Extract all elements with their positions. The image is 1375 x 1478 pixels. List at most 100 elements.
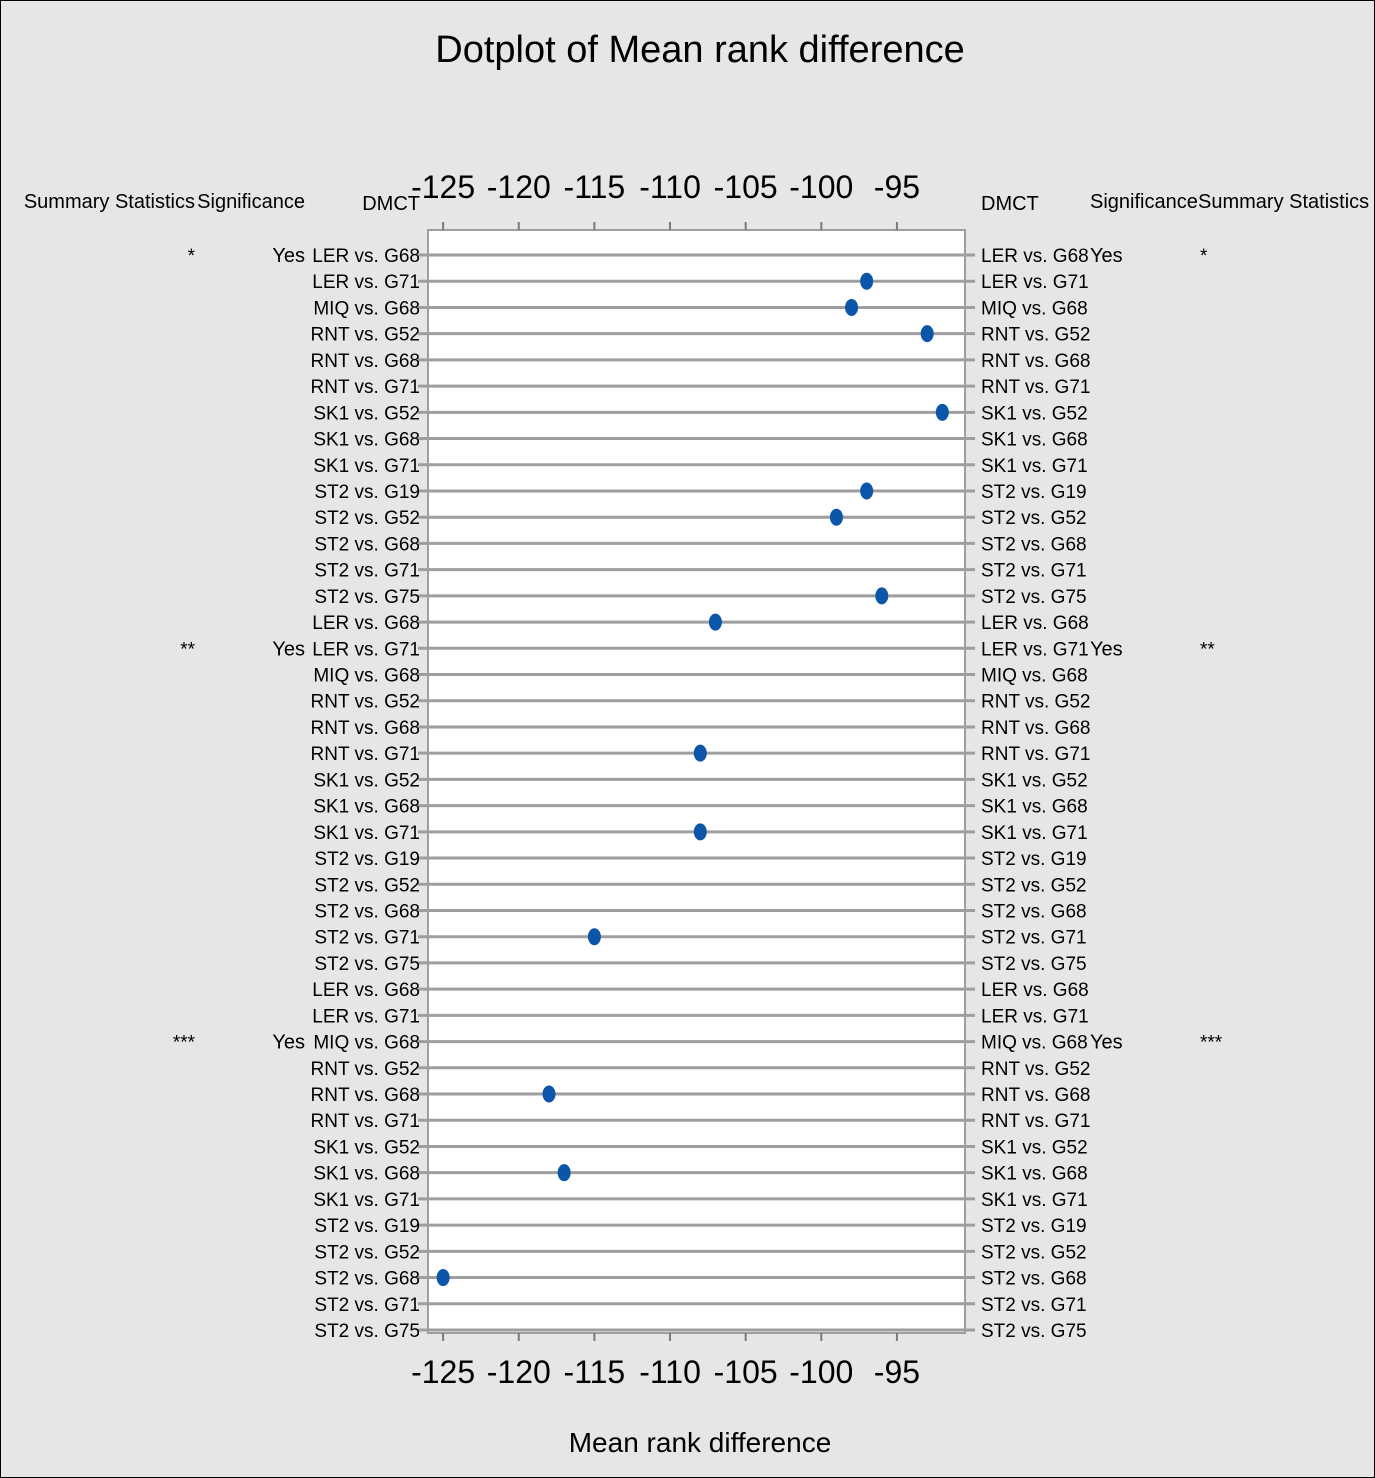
group-significance-right: Yes <box>1090 638 1123 660</box>
tick-label-top: -125 <box>411 169 475 205</box>
group-summary-left: * <box>188 246 196 267</box>
row-label-left: SK1 vs. G71 <box>313 823 420 844</box>
row-label-left: ST2 vs. G71 <box>314 1295 420 1316</box>
row-label-right: SK1 vs. G52 <box>981 1137 1088 1158</box>
data-points <box>436 272 949 1287</box>
row-label-left: ST2 vs. G19 <box>314 1216 420 1237</box>
row-label-left: ST2 vs. G75 <box>314 954 420 975</box>
row-label-right: RNT vs. G71 <box>981 377 1090 398</box>
data-point <box>920 325 934 343</box>
data-point <box>935 403 949 421</box>
row-label-right: ST2 vs. G68 <box>981 534 1087 555</box>
row-label-right: MIQ vs. G68 <box>981 1033 1088 1054</box>
row-label-left: SK1 vs. G68 <box>313 1164 420 1185</box>
row-label-left: ST2 vs. G68 <box>314 534 420 555</box>
row-label-right: ST2 vs. G75 <box>981 954 1087 975</box>
group-significance-left: Yes <box>272 1032 305 1054</box>
data-point <box>542 1085 556 1103</box>
data-point <box>693 744 707 762</box>
chart-title: Dotplot of Mean rank difference <box>435 29 965 71</box>
row-label-right: ST2 vs. G52 <box>981 508 1087 529</box>
row-label-left: LER vs. G68 <box>312 246 420 267</box>
tick-label-top: -95 <box>874 169 920 205</box>
row-label-right: ST2 vs. G68 <box>981 901 1087 922</box>
data-point <box>708 613 722 631</box>
row-label-left: LER vs. G68 <box>312 980 420 1001</box>
data-point <box>436 1269 450 1287</box>
tick-label-bottom: -105 <box>714 1354 778 1390</box>
tick-label-bottom: -110 <box>639 1354 701 1390</box>
row-label-left: LER vs. G71 <box>312 1006 420 1027</box>
group-summary-right: * <box>1200 246 1208 267</box>
row-label-left: SK1 vs. G68 <box>313 797 420 818</box>
tick-label-bottom: -115 <box>564 1354 626 1390</box>
row-label-left: ST2 vs. G19 <box>314 849 420 870</box>
data-point <box>557 1164 571 1182</box>
right-header-significance: Significance <box>1090 191 1198 213</box>
row-label-right: MIQ vs. G68 <box>981 666 1088 687</box>
row-label-right: ST2 vs. G71 <box>981 561 1087 582</box>
row-label-left: RNT vs. G71 <box>311 377 420 398</box>
row-label-left: ST2 vs. G71 <box>314 561 420 582</box>
tick-label-bottom: -120 <box>487 1354 551 1390</box>
row-label-right: LER vs. G68 <box>981 613 1089 634</box>
row-label-left: MIQ vs. G68 <box>313 1033 420 1054</box>
row-label-right: ST2 vs. G71 <box>981 928 1087 949</box>
tick-label-top: -120 <box>487 169 551 205</box>
data-point <box>875 587 889 605</box>
row-label-right: RNT vs. G68 <box>981 351 1090 372</box>
row-label-left: RNT vs. G68 <box>311 718 420 739</box>
row-label-left: ST2 vs. G75 <box>314 1321 420 1342</box>
row-label-left: RNT vs. G52 <box>311 1059 420 1080</box>
data-point <box>829 508 843 526</box>
row-label-right: LER vs. G71 <box>981 639 1089 660</box>
left-header-significance: Significance <box>197 191 305 213</box>
row-label-left: SK1 vs. G52 <box>313 770 420 791</box>
row-label-left: ST2 vs. G52 <box>314 1242 420 1263</box>
row-label-right: LER vs. G68 <box>981 246 1089 267</box>
row-label-right: SK1 vs. G52 <box>981 770 1088 791</box>
group-summary-left: ** <box>180 639 195 660</box>
row-label-left: ST2 vs. G52 <box>314 508 420 529</box>
row-label-left: SK1 vs. G71 <box>313 456 420 477</box>
row-label-left: MIQ vs. G68 <box>313 298 420 319</box>
tick-label-top: -115 <box>564 169 626 205</box>
data-point <box>845 298 859 316</box>
row-label-left: SK1 vs. G52 <box>313 1137 420 1158</box>
x-axis-label: Mean rank difference <box>569 1427 832 1458</box>
row-label-left: RNT vs. G68 <box>311 1085 420 1106</box>
group-significance-left: Yes <box>272 638 305 660</box>
row-label-right: RNT vs. G71 <box>981 744 1090 765</box>
row-label-right: ST2 vs. G75 <box>981 587 1087 608</box>
row-label-left: ST2 vs. G71 <box>314 928 420 949</box>
row-label-left: ST2 vs. G68 <box>314 1269 420 1290</box>
data-point <box>860 482 874 500</box>
row-label-right: ST2 vs. G52 <box>981 1242 1087 1263</box>
group-labels: * Yes Yes *** Yes Yes ***** Yes Yes *** <box>173 245 1223 1054</box>
group-significance-right: Yes <box>1090 1032 1123 1054</box>
row-label-left: RNT vs. G68 <box>311 351 420 372</box>
row-label-right: RNT vs. G68 <box>981 718 1090 739</box>
row-label-right: SK1 vs. G68 <box>981 430 1088 451</box>
group-significance-right: Yes <box>1090 245 1123 267</box>
right-header-summary: Summary Statistics <box>1198 191 1369 213</box>
left-header-summary: Summary Statistics <box>24 191 195 213</box>
row-label-right: SK1 vs. G71 <box>981 1190 1088 1211</box>
row-label-right: MIQ vs. G68 <box>981 298 1088 319</box>
data-point <box>860 272 874 290</box>
row-gridlines <box>418 253 975 1332</box>
tick-label-bottom: -100 <box>789 1354 853 1390</box>
group-summary-left: *** <box>173 1033 196 1054</box>
row-label-left: SK1 vs. G68 <box>313 430 420 451</box>
row-label-right: ST2 vs. G52 <box>981 875 1087 896</box>
row-label-left: ST2 vs. G75 <box>314 587 420 608</box>
tick-label-bottom: -125 <box>411 1354 475 1390</box>
row-label-left: RNT vs. G71 <box>311 1111 420 1132</box>
row-label-left: RNT vs. G71 <box>311 744 420 765</box>
row-label-left: LER vs. G71 <box>312 272 420 293</box>
row-labels: LER vs. G68 LER vs. G68 LER vs. G71 LER vs.… <box>311 246 1091 1342</box>
row-label-right: ST2 vs. G71 <box>981 1295 1087 1316</box>
plot-area <box>427 229 966 1334</box>
row-label-right: SK1 vs. G52 <box>981 403 1088 424</box>
